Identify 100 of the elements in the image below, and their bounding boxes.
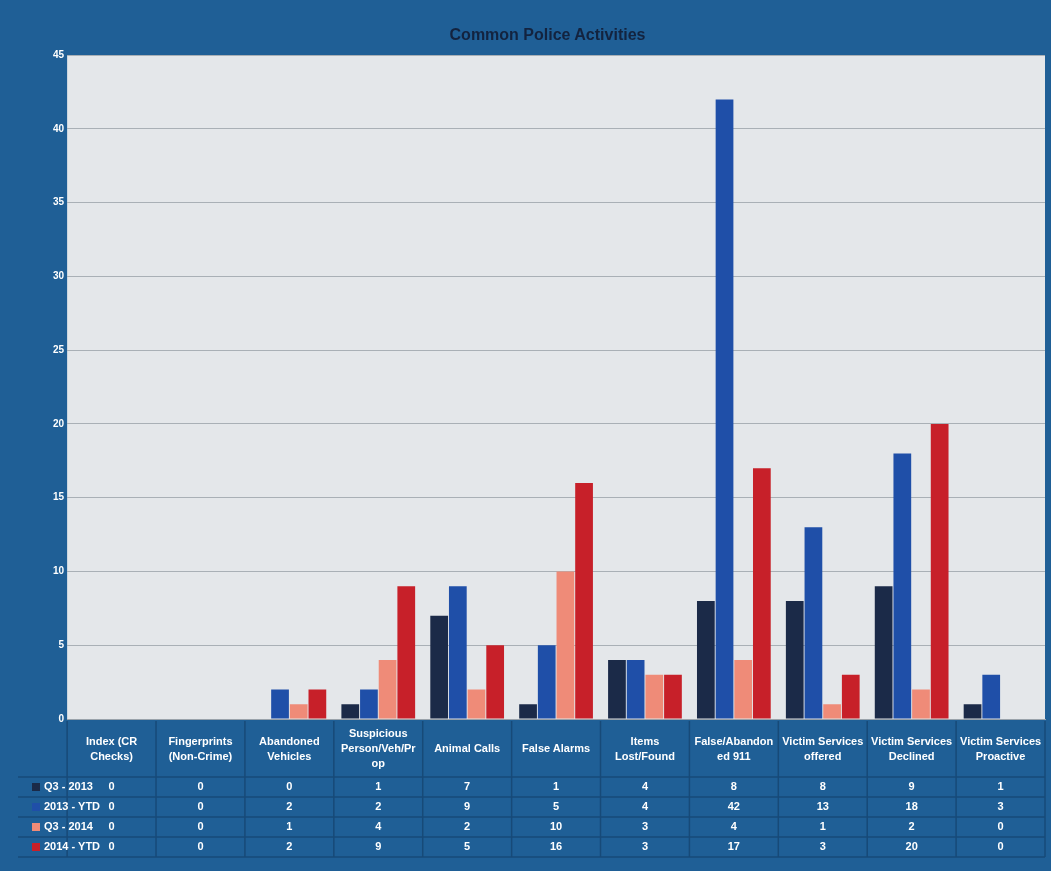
bar bbox=[982, 674, 1001, 719]
bar bbox=[575, 482, 593, 719]
data-label: 18 bbox=[905, 800, 918, 813]
y-tick-label: 20 bbox=[53, 417, 65, 429]
bar bbox=[664, 674, 682, 719]
data-label: 9 bbox=[464, 800, 471, 813]
bar bbox=[963, 704, 982, 719]
bar bbox=[448, 586, 467, 719]
bar bbox=[841, 674, 860, 719]
y-tick-label: 25 bbox=[53, 343, 65, 355]
data-label: 13 bbox=[816, 800, 829, 813]
x-tick-label: Fingerprints (Non-Crime) bbox=[168, 734, 233, 762]
y-tick-label: 40 bbox=[53, 122, 65, 134]
data-label: 0 bbox=[286, 780, 293, 793]
data-label: 0 bbox=[197, 840, 204, 853]
y-tick-label: 15 bbox=[53, 491, 65, 503]
data-label: 5 bbox=[464, 840, 471, 853]
data-label: 0 bbox=[108, 820, 115, 833]
data-label: 0 bbox=[197, 780, 204, 793]
data-label: 42 bbox=[727, 800, 740, 813]
data-label: 2 bbox=[464, 820, 471, 833]
data-label: 0 bbox=[108, 800, 115, 813]
legend-label: Q3 - 2014 bbox=[44, 820, 94, 833]
data-label: 17 bbox=[727, 840, 740, 853]
data-label: 4 bbox=[730, 820, 738, 833]
data-label: 3 bbox=[641, 840, 649, 853]
bar bbox=[752, 468, 771, 719]
bar bbox=[360, 689, 378, 719]
data-label: 8 bbox=[730, 780, 737, 793]
bar bbox=[608, 660, 626, 719]
data-label: 1 bbox=[819, 820, 826, 833]
bar bbox=[785, 600, 804, 719]
data-label: 3 bbox=[997, 800, 1004, 813]
bar bbox=[378, 660, 397, 719]
bar bbox=[893, 453, 912, 719]
y-tick-label: 10 bbox=[53, 565, 65, 577]
data-label: 2 bbox=[375, 800, 382, 813]
data-label: 4 bbox=[641, 800, 649, 813]
bar bbox=[556, 571, 575, 719]
data-label: 1 bbox=[997, 780, 1004, 793]
bar bbox=[626, 660, 645, 719]
bar bbox=[486, 645, 505, 719]
bar bbox=[645, 674, 664, 719]
y-tick-label: 5 bbox=[58, 638, 65, 650]
data-label: 7 bbox=[464, 780, 471, 793]
x-tick-label: Index (CR Checks) bbox=[85, 734, 138, 762]
legend-label: Q3 - 2013 bbox=[44, 780, 93, 793]
x-tick-label: False Alarms bbox=[522, 742, 591, 755]
y-tick-label: 0 bbox=[58, 712, 65, 724]
y-tick-label: 30 bbox=[53, 270, 65, 282]
bar bbox=[430, 615, 449, 719]
data-label: 4 bbox=[375, 820, 383, 833]
data-label: 0 bbox=[997, 840, 1004, 853]
data-label: 3 bbox=[641, 820, 649, 833]
bar bbox=[823, 704, 841, 719]
bar bbox=[874, 586, 893, 719]
data-label: 0 bbox=[997, 820, 1004, 833]
data-label: 9 bbox=[908, 780, 915, 793]
bar bbox=[519, 704, 537, 719]
data-label: 16 bbox=[549, 840, 563, 853]
x-tick-label: Items Lost/Found bbox=[615, 734, 675, 762]
y-tick-label: 45 bbox=[53, 48, 65, 60]
data-label: 0 bbox=[108, 840, 115, 853]
legend-label: 2013 - YTD bbox=[44, 800, 101, 813]
bar bbox=[308, 689, 327, 719]
data-label: 0 bbox=[197, 820, 204, 833]
data-label: 3 bbox=[819, 840, 826, 853]
data-label: 2 bbox=[286, 800, 293, 813]
data-label: 0 bbox=[197, 800, 204, 813]
x-tick-label: Abandoned Vehicles bbox=[259, 734, 320, 762]
x-tick-label: Animal Calls bbox=[434, 742, 501, 755]
bar bbox=[734, 660, 753, 719]
x-tick-label: Victim Services offered bbox=[782, 734, 864, 762]
data-label: 1 bbox=[286, 820, 293, 833]
bar bbox=[715, 99, 734, 719]
bar bbox=[696, 600, 715, 719]
bar bbox=[930, 423, 949, 719]
data-label: 9 bbox=[375, 840, 382, 853]
chart-title: Common Police Activities bbox=[449, 26, 646, 44]
y-tick-label: 35 bbox=[53, 196, 65, 208]
x-tick-label: False/Abandon ed 911 bbox=[694, 734, 774, 762]
bar bbox=[397, 586, 416, 719]
bar bbox=[912, 689, 930, 719]
bar bbox=[467, 689, 486, 719]
data-label: 5 bbox=[553, 800, 560, 813]
bar bbox=[537, 645, 556, 719]
data-label: 1 bbox=[553, 780, 560, 793]
data-label: 4 bbox=[641, 780, 649, 793]
data-label: 20 bbox=[905, 840, 918, 853]
bar bbox=[289, 704, 308, 719]
x-tick-label: Victim Services Declined bbox=[871, 734, 953, 762]
data-label: 8 bbox=[819, 780, 826, 793]
legend-label: 2014 - YTD bbox=[44, 840, 101, 853]
data-label: 10 bbox=[549, 820, 563, 833]
data-label: 2 bbox=[908, 820, 915, 833]
bar bbox=[271, 689, 289, 719]
bar bbox=[804, 527, 823, 719]
x-tick-label: Victim Services Proactive bbox=[959, 734, 1042, 762]
data-label: 0 bbox=[108, 780, 115, 793]
data-label: 2 bbox=[286, 840, 293, 853]
